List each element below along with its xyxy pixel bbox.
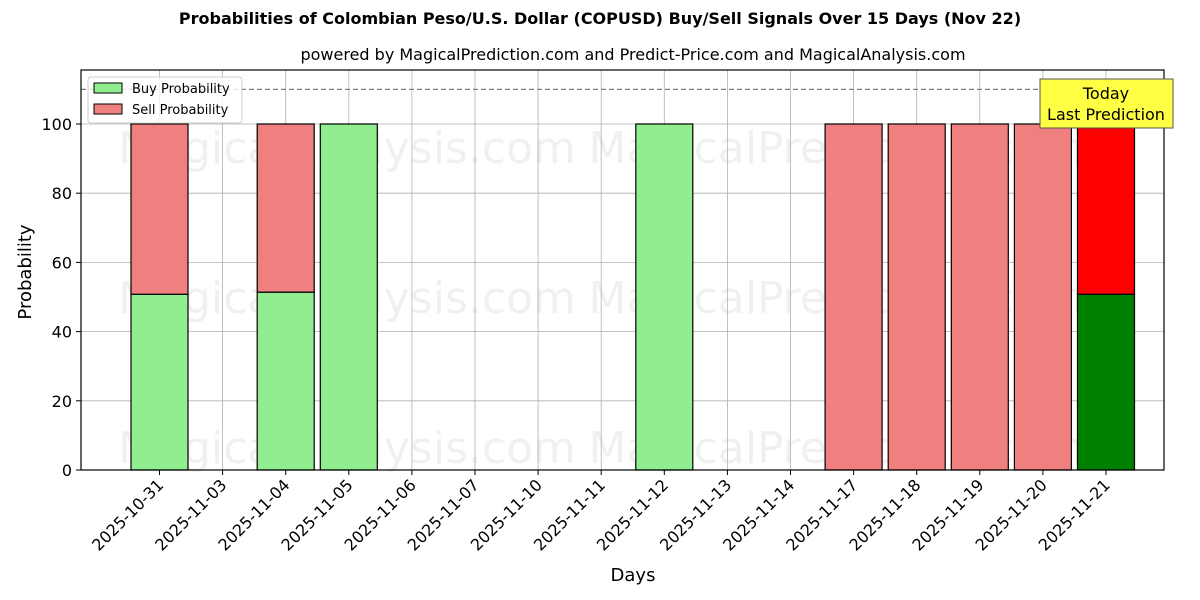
bar-segment-sell xyxy=(256,123,315,293)
y-tick-label: 20 xyxy=(52,392,72,411)
bar-segment-buy xyxy=(319,123,378,471)
legend-swatch-sell xyxy=(93,103,123,115)
bar-segment-sell xyxy=(824,123,883,471)
bar-2025-11-19 xyxy=(950,123,1009,471)
x-axis: 2025-10-312025-11-032025-11-042025-11-05… xyxy=(88,470,1114,555)
annotation-line1: Today xyxy=(1082,84,1129,103)
bars xyxy=(130,123,1136,471)
legend: Buy Probability Sell Probability xyxy=(87,76,243,124)
bar-2025-11-12 xyxy=(635,123,694,471)
legend-swatch-buy xyxy=(93,82,123,94)
annotation-line2: Last Prediction xyxy=(1047,105,1165,124)
chart-title: Probabilities of Colombian Peso/U.S. Dol… xyxy=(178,9,1022,28)
y-tick-label: 40 xyxy=(52,323,72,342)
bar-segment-sell xyxy=(1013,123,1073,471)
chart-subtitle: powered by MagicalPrediction.com and Pre… xyxy=(300,45,966,64)
legend-label: Buy Probability xyxy=(132,82,230,97)
bar-segment-sell xyxy=(887,123,946,471)
bar-segment-sell xyxy=(130,123,189,295)
today-annotation: Today Last Prediction xyxy=(1039,78,1174,129)
y-axis-label: Probability xyxy=(15,224,36,319)
bar-2025-11-21 xyxy=(1076,123,1136,471)
x-axis-label: Days xyxy=(611,565,656,586)
y-tick-label: 80 xyxy=(52,184,72,203)
y-tick-label: 0 xyxy=(62,461,72,480)
bar-segment-buy xyxy=(635,123,694,471)
bar-2025-11-17 xyxy=(824,123,883,471)
bar-2025-11-05 xyxy=(319,123,378,471)
axes-frame xyxy=(80,69,1165,471)
bar-segment-sell xyxy=(1076,123,1136,295)
bar-segment-sell xyxy=(950,123,1009,471)
y-tick-label: 60 xyxy=(52,253,72,272)
annotation-box xyxy=(1039,78,1174,129)
bar-segment-buy xyxy=(1076,293,1136,471)
y-tick-label: 100 xyxy=(41,115,72,134)
bar-2025-11-18 xyxy=(887,123,946,471)
bar-2025-11-20 xyxy=(1013,123,1073,471)
bar-segment-buy xyxy=(256,291,315,471)
legend-label: Sell Probability xyxy=(132,103,229,118)
bar-segment-buy xyxy=(130,293,189,471)
legend-box xyxy=(87,76,243,124)
bar-2025-11-04 xyxy=(256,123,315,471)
y-axis: 0 20 40 60 80 100 xyxy=(41,115,81,480)
bar-2025-10-31 xyxy=(130,123,189,471)
